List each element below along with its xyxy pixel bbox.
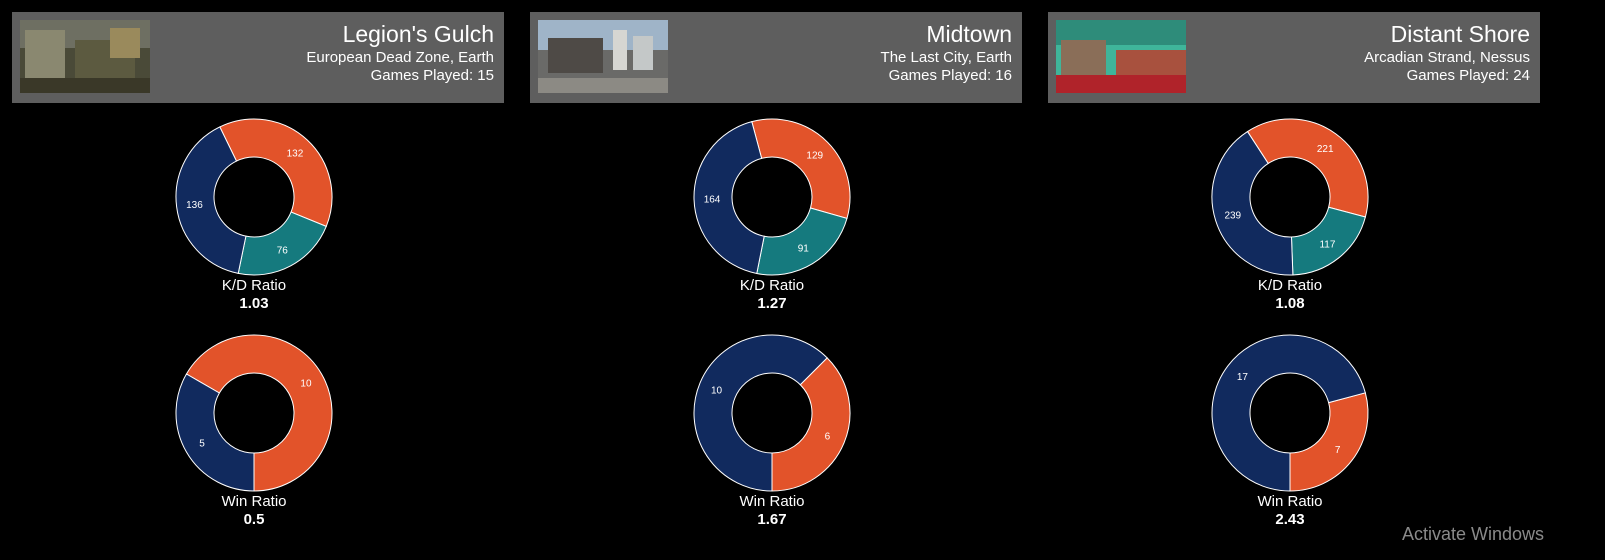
map-name: Legion's Gulch <box>342 21 494 47</box>
map-thumbnail-image <box>538 20 668 93</box>
slice-value-label: 6 <box>825 431 831 442</box>
map-header: Midtown The Last City, Earth Games Playe… <box>530 12 1022 103</box>
win-ratio-value: 1.67 <box>757 511 787 528</box>
map-header: Legion's Gulch European Dead Zone, Earth… <box>12 12 504 103</box>
slice-value-label: 10 <box>711 386 723 397</box>
win-ratio-label: Win Ratio <box>221 493 287 510</box>
map-name: Midtown <box>926 21 1012 47</box>
map-location: The Last City, Earth <box>880 49 1012 66</box>
games-played: Games Played: 15 <box>370 67 494 84</box>
donut-slice <box>1211 130 1294 276</box>
map-card-midtown: Midtown The Last City, Earth Games Playe… <box>530 0 1022 560</box>
donut-slice <box>175 373 255 492</box>
kd-ratio-value: 1.27 <box>757 295 787 312</box>
donut-slice <box>756 207 848 276</box>
slice-value-label: 136 <box>186 200 203 211</box>
slice-value-label: 164 <box>704 194 721 205</box>
games-played: Games Played: 16 <box>888 67 1012 84</box>
win-donut-chart: 10 5 <box>175 334 333 492</box>
donut-slice <box>751 118 851 220</box>
slice-value-label: 117 <box>1319 239 1335 250</box>
kd-ratio-label: K/D Ratio <box>1257 277 1323 294</box>
map-card-legions-gulch: Legion's Gulch European Dead Zone, Earth… <box>12 0 504 560</box>
map-name: Distant Shore <box>1390 21 1530 47</box>
win-ratio-label: Win Ratio <box>1257 493 1323 510</box>
donut-slice <box>237 211 327 276</box>
win-donut-chart: 6 10 <box>693 334 851 492</box>
map-location: Arcadian Strand, Nessus <box>1364 49 1530 66</box>
map-header: Distant Shore Arcadian Strand, Nessus Ga… <box>1048 12 1540 103</box>
kd-donut-chart: 132 76 136 <box>175 118 333 276</box>
donut-slice <box>693 121 765 275</box>
slice-value-label: 132 <box>287 149 304 160</box>
donut-slice <box>1211 334 1366 492</box>
slice-value-label: 129 <box>806 150 823 161</box>
slice-value-label: 17 <box>1237 372 1249 383</box>
donut-slice <box>185 334 333 492</box>
activate-windows-watermark: Activate Windows <box>1402 524 1545 544</box>
donut-slice <box>693 334 828 492</box>
win-donut-chart: 7 17 <box>1211 334 1369 492</box>
donut-slice <box>1246 118 1369 218</box>
map-location: European Dead Zone, Earth <box>306 49 494 66</box>
win-ratio-value: 0.5 <box>243 511 265 528</box>
map-thumbnail-image <box>20 20 150 93</box>
slice-value-label: 10 <box>300 379 312 390</box>
donut-slice <box>175 126 247 274</box>
slice-value-label: 7 <box>1335 445 1341 456</box>
slice-value-label: 221 <box>1317 144 1334 155</box>
kd-ratio-label: K/D Ratio <box>221 277 287 294</box>
slice-value-label: 76 <box>277 245 289 256</box>
donut-slice <box>771 357 851 492</box>
kd-ratio-label: K/D Ratio <box>739 277 805 294</box>
slice-value-label: 5 <box>199 439 205 450</box>
map-card-distant-shore: Distant Shore Arcadian Strand, Nessus Ga… <box>1048 0 1540 560</box>
games-played: Games Played: 24 <box>1406 67 1530 84</box>
donut-slice <box>219 118 333 228</box>
kd-ratio-value: 1.03 <box>239 295 269 312</box>
slice-value-label: 239 <box>1224 211 1241 222</box>
kd-ratio-value: 1.08 <box>1275 295 1305 312</box>
map-thumbnail-image <box>1056 20 1186 93</box>
donut-slice <box>1289 392 1369 492</box>
win-ratio-label: Win Ratio <box>739 493 805 510</box>
slice-value-label: 91 <box>798 244 810 255</box>
kd-donut-chart: 129 91 164 <box>693 118 851 276</box>
kd-donut-chart: 221 117 239 <box>1211 118 1369 276</box>
win-ratio-value: 2.43 <box>1275 511 1305 528</box>
